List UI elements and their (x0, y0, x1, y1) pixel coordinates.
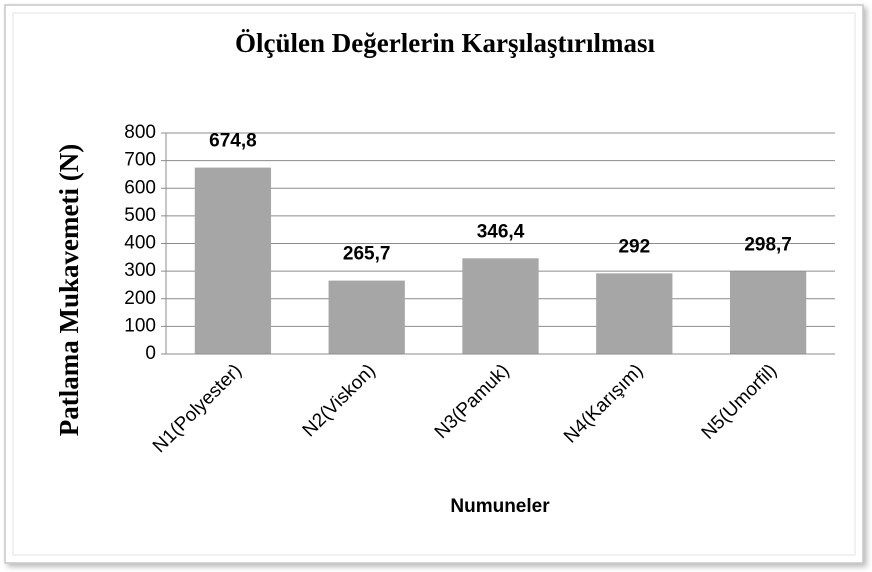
y-tick-label: 700 (124, 150, 156, 171)
y-tick-label: 400 (124, 233, 156, 254)
data-label: 265,7 (343, 244, 391, 265)
data-label: 674,8 (209, 131, 257, 152)
bar (729, 271, 807, 354)
y-tick-label: 100 (124, 315, 156, 336)
data-label: 292 (618, 236, 650, 257)
y-tick-label: 300 (124, 260, 156, 281)
y-tick-label: 500 (124, 205, 156, 226)
bar (328, 280, 405, 354)
y-tick-label: 0 (145, 343, 156, 364)
bar (596, 273, 673, 354)
data-label: 346,4 (477, 221, 525, 242)
inner-frame (12, 12, 856, 556)
y-axis-label: Patlama Mukavemeti (N) (54, 144, 84, 436)
bar (462, 258, 539, 354)
chart-frame (4, 4, 864, 564)
x-axis-label: Numuneler (450, 496, 550, 517)
y-tick-label: 800 (124, 122, 156, 143)
y-tick-label: 600 (124, 177, 156, 198)
y-tick-label: 200 (124, 288, 156, 309)
data-label: 298,7 (744, 234, 792, 255)
chart-title: Ölçülen Değerlerin Karşılaştırılması (235, 28, 655, 58)
bar (194, 167, 272, 354)
